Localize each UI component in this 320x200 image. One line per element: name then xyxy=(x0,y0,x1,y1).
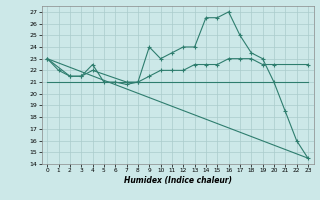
X-axis label: Humidex (Indice chaleur): Humidex (Indice chaleur) xyxy=(124,176,232,185)
